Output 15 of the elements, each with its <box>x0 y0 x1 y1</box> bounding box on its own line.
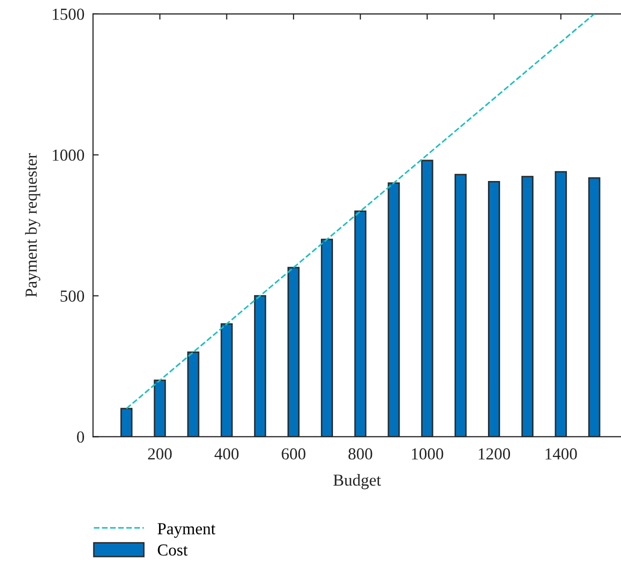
y-tick-label: 1000 <box>52 150 84 161</box>
x-axis-title: Budget <box>333 474 381 490</box>
y-tick-label: 500 <box>60 290 84 302</box>
x-tick-label: 800 <box>348 448 372 460</box>
x-tick-label: 400 <box>214 448 239 460</box>
x-tick-label: 200 <box>148 448 172 460</box>
y-tick-label: 1500 <box>52 8 84 20</box>
y-tick-label: 0 <box>76 431 84 443</box>
x-tick-label: 600 <box>282 448 306 460</box>
legend-label: Cost <box>158 544 188 556</box>
y-axis-title: Payment by requester <box>25 153 40 298</box>
x-tick-label: 1400 <box>546 448 577 460</box>
legend-label: Payment <box>158 523 216 538</box>
x-tick-label: 1000 <box>412 448 444 460</box>
x-tick-label: 1200 <box>478 448 510 460</box>
